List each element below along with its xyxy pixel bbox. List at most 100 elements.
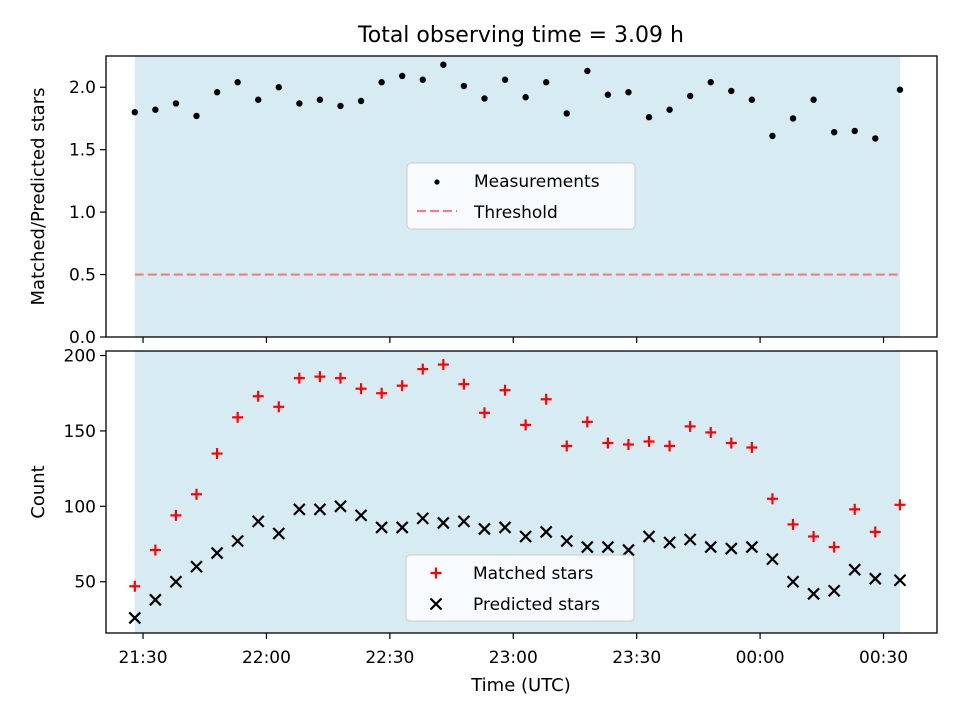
matched-stars-point — [129, 580, 141, 592]
predicted-stars-point — [539, 525, 553, 539]
x-tick-label: 22:00 — [242, 648, 291, 668]
y-tick-label: 0.5 — [69, 266, 96, 286]
predicted-stars-point — [704, 540, 718, 554]
legend-box — [405, 554, 635, 622]
measurements-point — [255, 96, 262, 103]
matched-stars-point — [232, 411, 244, 423]
measurements-point — [830, 128, 838, 136]
y-tick-label: 100 — [64, 497, 96, 517]
ratio-legend: Measurements Threshold — [406, 162, 636, 230]
measurements-point — [769, 132, 776, 140]
measurements-point — [460, 82, 468, 90]
predicted-stars-point — [190, 560, 203, 573]
matched-stars-point — [437, 359, 449, 371]
matched-stars-point — [334, 372, 346, 384]
legend-threshold-label: Threshold — [473, 203, 558, 223]
chart-title: Total observing time = 3.09 h — [357, 23, 684, 48]
measurements-point — [193, 112, 200, 120]
matched-stars-point — [581, 416, 593, 428]
measurements-point — [501, 76, 509, 83]
measurements-point — [645, 113, 653, 121]
legend-predicted-stars-label: Predicted stars — [473, 595, 600, 615]
x-tick-label: 23:30 — [612, 648, 661, 668]
predicted-stars-point — [395, 521, 409, 534]
matched-stars-point — [602, 437, 614, 449]
count-plot-frame — [105, 350, 938, 634]
predicted-stars-point — [478, 522, 491, 536]
predicted-stars-point — [745, 540, 759, 554]
predicted-stars-point — [313, 503, 327, 516]
measurements-point — [563, 110, 570, 117]
y-tick-label: 1.0 — [69, 203, 96, 223]
predicted-stars-point — [272, 527, 286, 540]
matched-stars-point — [684, 420, 696, 432]
predicted-stars-point — [560, 534, 574, 548]
measurements-point — [213, 89, 221, 96]
predicted-stars-point — [416, 512, 430, 525]
y-tick-label: 200 — [64, 347, 96, 367]
y-tick-label: 1.5 — [69, 141, 96, 161]
matched-stars-point — [664, 440, 676, 452]
y-tick-label: 150 — [64, 422, 96, 442]
measurements-point — [851, 127, 858, 135]
predicted-stars-point — [683, 533, 697, 546]
measurements-point — [666, 106, 673, 113]
legend-box — [406, 162, 636, 230]
matched-stars-point — [787, 518, 799, 530]
measurements-point — [337, 102, 344, 110]
legend-matched-stars-swatch — [430, 567, 442, 579]
measurements-point — [584, 67, 591, 75]
measurements-point — [481, 95, 488, 102]
y-tick-label: 2.0 — [69, 78, 96, 98]
predicted-stars-point — [210, 546, 224, 560]
matched-stars-point — [520, 419, 532, 431]
x-tick-label: 00:00 — [736, 648, 785, 668]
count-y-axis-label: Count — [28, 465, 49, 518]
predicted-stars-point — [457, 515, 471, 528]
measurements-point — [542, 79, 550, 86]
predicted-stars-point — [581, 540, 594, 554]
measurements-point — [419, 76, 426, 83]
predicted-stars-point — [251, 515, 265, 528]
matched-stars-point — [396, 380, 408, 392]
predicted-stars-point — [293, 503, 306, 516]
measurements-point — [378, 79, 385, 86]
predicted-stars-point — [601, 540, 615, 554]
predicted-stars-point — [807, 587, 820, 601]
measurements-point — [296, 100, 303, 107]
ratio-plot-frame — [105, 55, 938, 338]
matched-stars-point — [376, 387, 388, 399]
predicted-stars-point — [893, 573, 907, 587]
measurements-point — [131, 109, 138, 116]
measurements-point — [522, 94, 529, 101]
matched-stars-point — [478, 407, 490, 419]
measurements-point — [896, 86, 904, 93]
matched-stars-point — [622, 438, 634, 450]
measurements-point — [152, 106, 159, 113]
matched-stars-point — [705, 426, 717, 438]
measurements-point — [604, 91, 612, 98]
matched-stars-point — [149, 544, 161, 556]
measurements-point — [357, 97, 365, 105]
ratio-panel: 0.00.51.01.52.0 Matched/Predicted stars … — [28, 55, 938, 348]
predicted-stars-point — [869, 572, 882, 585]
legend-measurements-swatch — [434, 179, 440, 185]
matched-stars-point — [293, 372, 305, 384]
matched-stars-point — [252, 390, 264, 402]
predicted-stars-point — [231, 534, 244, 548]
matched-stars-point — [849, 503, 861, 515]
measurements-point — [810, 96, 817, 103]
predicted-stars-point — [128, 611, 142, 625]
ratio-y-axis-label: Matched/Predicted stars — [28, 88, 49, 306]
predicted-stars-point — [437, 516, 450, 530]
legend-matched-stars-label: Matched stars — [473, 564, 593, 584]
x-tick-label: 23:00 — [489, 648, 538, 668]
matched-stars-point — [725, 437, 737, 449]
measurements-point — [440, 61, 447, 68]
measurements-point — [172, 100, 180, 107]
predicted-stars-point — [827, 584, 841, 598]
predicted-stars-point — [663, 536, 676, 549]
matched-stars-point — [869, 526, 881, 538]
measurements-point — [234, 79, 241, 86]
predicted-stars-point — [725, 542, 738, 555]
